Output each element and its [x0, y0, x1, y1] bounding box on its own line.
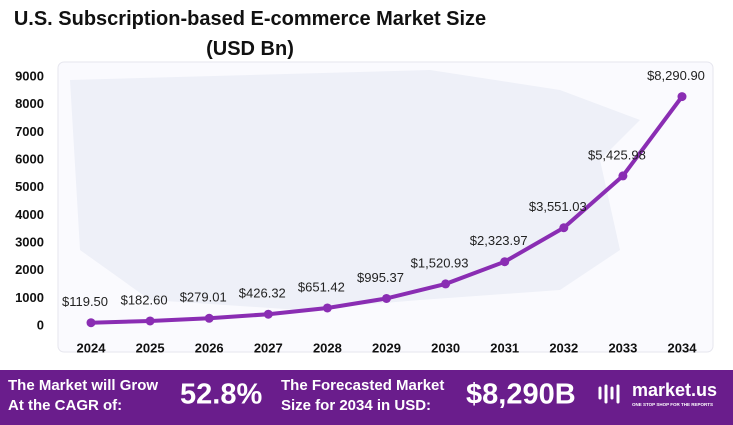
brand: market.us	[632, 380, 717, 400]
x-tick-label: 2025	[136, 340, 165, 355]
y-tick-label: 0	[37, 317, 44, 332]
x-tick-label: 2032	[549, 340, 578, 355]
map-shape	[70, 70, 640, 310]
y-tick-label: 3000	[15, 234, 44, 249]
value-label: $182.60	[121, 292, 168, 307]
tagline: ONE STOP SHOP FOR THE REPORTS	[632, 402, 713, 407]
point	[500, 257, 510, 267]
footer-value: $8,290B	[466, 379, 576, 411]
x-tick-label: 2030	[431, 340, 460, 355]
point	[382, 293, 391, 303]
footer-text: At the CAGR of:	[8, 397, 122, 414]
footer-text: The Market will Grow	[8, 377, 158, 394]
value-label: $1,520.93	[411, 255, 469, 270]
footer-text: The Forecasted Market	[281, 377, 444, 394]
point	[322, 303, 332, 313]
point	[618, 171, 628, 181]
x-tick-label: 2034	[668, 340, 698, 355]
point	[86, 318, 96, 328]
value-label: $651.42	[298, 279, 345, 294]
x-tick-label: 2033	[608, 340, 637, 355]
value-label: $3,551.03	[529, 199, 587, 214]
chart-title: U.S. Subscription-based E-commerce Marke…	[13, 8, 487, 60]
x-tick-label: 2031	[490, 340, 519, 355]
value-label: $279.01	[180, 290, 227, 305]
point	[677, 92, 687, 102]
x-tick-label: 2024	[77, 340, 107, 355]
y-tick-label: 2000	[15, 262, 44, 277]
y-tick-label: 1000	[15, 290, 44, 305]
x-tick-label: 2029	[372, 340, 401, 355]
point	[559, 223, 569, 233]
x-tick-label: 2028	[313, 340, 342, 355]
brand-logo	[598, 384, 620, 404]
point	[204, 313, 214, 323]
x-tick-label: 2026	[195, 340, 224, 355]
footer-text: Size for 2034 in USD:	[281, 397, 431, 414]
value-label: $8,290.90	[647, 68, 705, 83]
y-tick-label: 4000	[15, 207, 44, 222]
value-label: $5,425.98	[588, 147, 646, 162]
x-tick-label: 2027	[254, 340, 283, 355]
point	[441, 279, 451, 289]
value-label: $426.32	[239, 286, 286, 301]
footer-value: 52.8%	[180, 379, 262, 411]
value-label: $995.37	[357, 270, 404, 285]
value-label: $2,323.97	[470, 233, 528, 248]
y-tick-label: 5000	[15, 179, 44, 194]
point	[145, 316, 155, 326]
value-label: $119.50	[62, 294, 108, 309]
y-tick-label: 7000	[15, 124, 44, 139]
y-tick-label: 6000	[15, 151, 44, 166]
point	[263, 309, 273, 319]
y-tick-label: 8000	[15, 96, 44, 111]
y-tick-label: 9000	[15, 68, 44, 83]
